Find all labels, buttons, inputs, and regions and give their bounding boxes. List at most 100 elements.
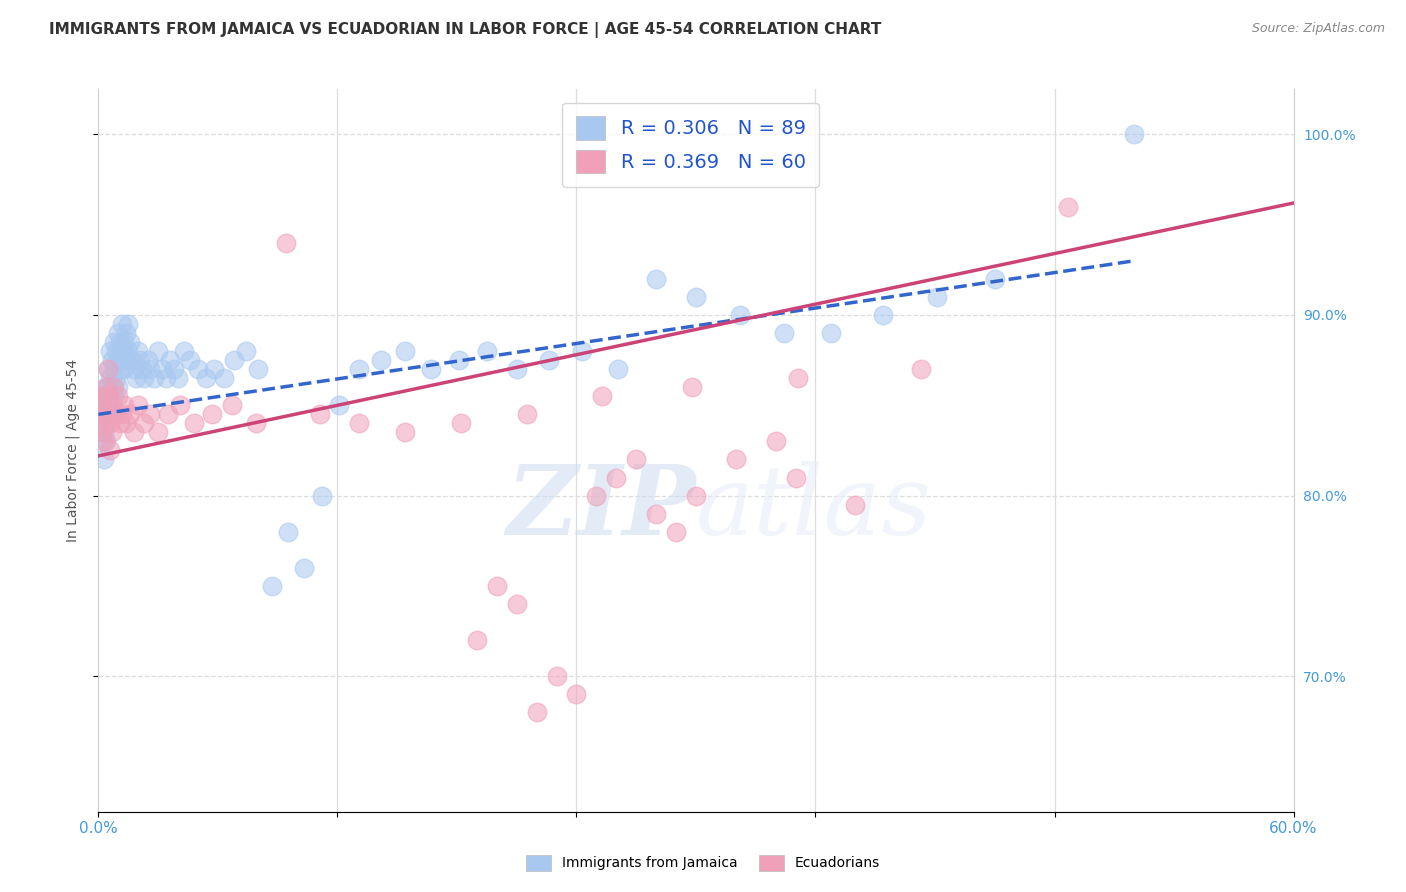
Point bbox=[526, 706, 548, 720]
Point bbox=[111, 344, 134, 359]
Point bbox=[169, 398, 191, 412]
Point bbox=[465, 633, 488, 648]
Point bbox=[97, 380, 120, 394]
Point bbox=[328, 398, 350, 412]
Point bbox=[105, 407, 128, 421]
Point bbox=[96, 380, 118, 394]
Point bbox=[591, 389, 613, 403]
Point bbox=[645, 272, 668, 286]
Point bbox=[167, 371, 190, 385]
Point bbox=[103, 380, 125, 394]
Point bbox=[103, 334, 125, 349]
Point bbox=[450, 417, 472, 431]
Point bbox=[148, 344, 170, 359]
Point bbox=[475, 344, 498, 359]
Point bbox=[110, 334, 132, 349]
Point bbox=[195, 371, 218, 385]
Point bbox=[96, 434, 118, 449]
Point bbox=[110, 417, 132, 431]
Point bbox=[115, 353, 138, 368]
Point bbox=[143, 371, 166, 385]
Point bbox=[97, 362, 120, 376]
Point bbox=[107, 380, 129, 394]
Point bbox=[127, 398, 149, 412]
Point bbox=[111, 317, 134, 331]
Point bbox=[183, 417, 205, 431]
Point bbox=[115, 326, 138, 340]
Point bbox=[506, 597, 529, 611]
Point bbox=[546, 669, 568, 683]
Point bbox=[125, 371, 148, 385]
Point bbox=[605, 470, 627, 484]
Point bbox=[93, 407, 115, 421]
Point bbox=[277, 524, 299, 539]
Point bbox=[101, 407, 124, 421]
Point bbox=[120, 334, 142, 349]
Point bbox=[157, 407, 180, 421]
Point bbox=[308, 407, 330, 421]
Point bbox=[96, 398, 118, 412]
Point bbox=[91, 425, 114, 440]
Point bbox=[571, 344, 593, 359]
Point bbox=[98, 371, 122, 385]
Point bbox=[97, 389, 120, 403]
Legend: R = 0.306   N = 89, R = 0.369   N = 60: R = 0.306 N = 89, R = 0.369 N = 60 bbox=[562, 103, 820, 187]
Point bbox=[115, 417, 138, 431]
Point bbox=[1057, 200, 1080, 214]
Point bbox=[111, 407, 134, 421]
Point bbox=[187, 362, 209, 376]
Point bbox=[349, 362, 371, 376]
Point bbox=[103, 362, 125, 376]
Point bbox=[93, 407, 115, 421]
Point bbox=[101, 353, 124, 368]
Point bbox=[370, 353, 392, 368]
Point bbox=[97, 407, 120, 421]
Point bbox=[98, 417, 122, 431]
Point bbox=[159, 353, 181, 368]
Point bbox=[645, 507, 668, 521]
Text: atlas: atlas bbox=[696, 461, 932, 555]
Point bbox=[101, 380, 124, 394]
Point bbox=[136, 353, 159, 368]
Point bbox=[1123, 128, 1146, 142]
Point bbox=[134, 371, 156, 385]
Point bbox=[101, 398, 124, 412]
Point bbox=[685, 290, 707, 304]
Point bbox=[235, 344, 257, 359]
Point bbox=[245, 417, 267, 431]
Point bbox=[772, 326, 794, 340]
Point bbox=[101, 425, 124, 440]
Point bbox=[89, 398, 111, 412]
Point bbox=[274, 235, 297, 250]
Point bbox=[565, 687, 588, 701]
Text: IMMIGRANTS FROM JAMAICA VS ECUADORIAN IN LABOR FORCE | AGE 45-54 CORRELATION CHA: IMMIGRANTS FROM JAMAICA VS ECUADORIAN IN… bbox=[49, 22, 882, 38]
Point bbox=[96, 380, 118, 394]
Y-axis label: In Labor Force | Age 45-54: In Labor Force | Age 45-54 bbox=[66, 359, 80, 542]
Point bbox=[179, 353, 201, 368]
Point bbox=[728, 308, 751, 322]
Point bbox=[124, 425, 146, 440]
Point bbox=[506, 362, 529, 376]
Point bbox=[112, 334, 135, 349]
Point bbox=[127, 344, 149, 359]
Point bbox=[212, 371, 235, 385]
Point bbox=[925, 290, 948, 304]
Point bbox=[120, 407, 142, 421]
Point bbox=[89, 417, 111, 431]
Point bbox=[173, 344, 195, 359]
Point bbox=[260, 579, 283, 593]
Text: Source: ZipAtlas.com: Source: ZipAtlas.com bbox=[1251, 22, 1385, 36]
Point bbox=[96, 407, 118, 421]
Point bbox=[107, 353, 129, 368]
Point bbox=[93, 434, 115, 449]
Point bbox=[201, 407, 224, 421]
Point bbox=[292, 561, 315, 575]
Point bbox=[163, 362, 186, 376]
Point bbox=[685, 489, 707, 503]
Point bbox=[103, 389, 125, 403]
Point bbox=[786, 371, 808, 385]
Point bbox=[107, 389, 129, 403]
Point bbox=[91, 417, 114, 431]
Point bbox=[98, 344, 122, 359]
Point bbox=[117, 317, 139, 331]
